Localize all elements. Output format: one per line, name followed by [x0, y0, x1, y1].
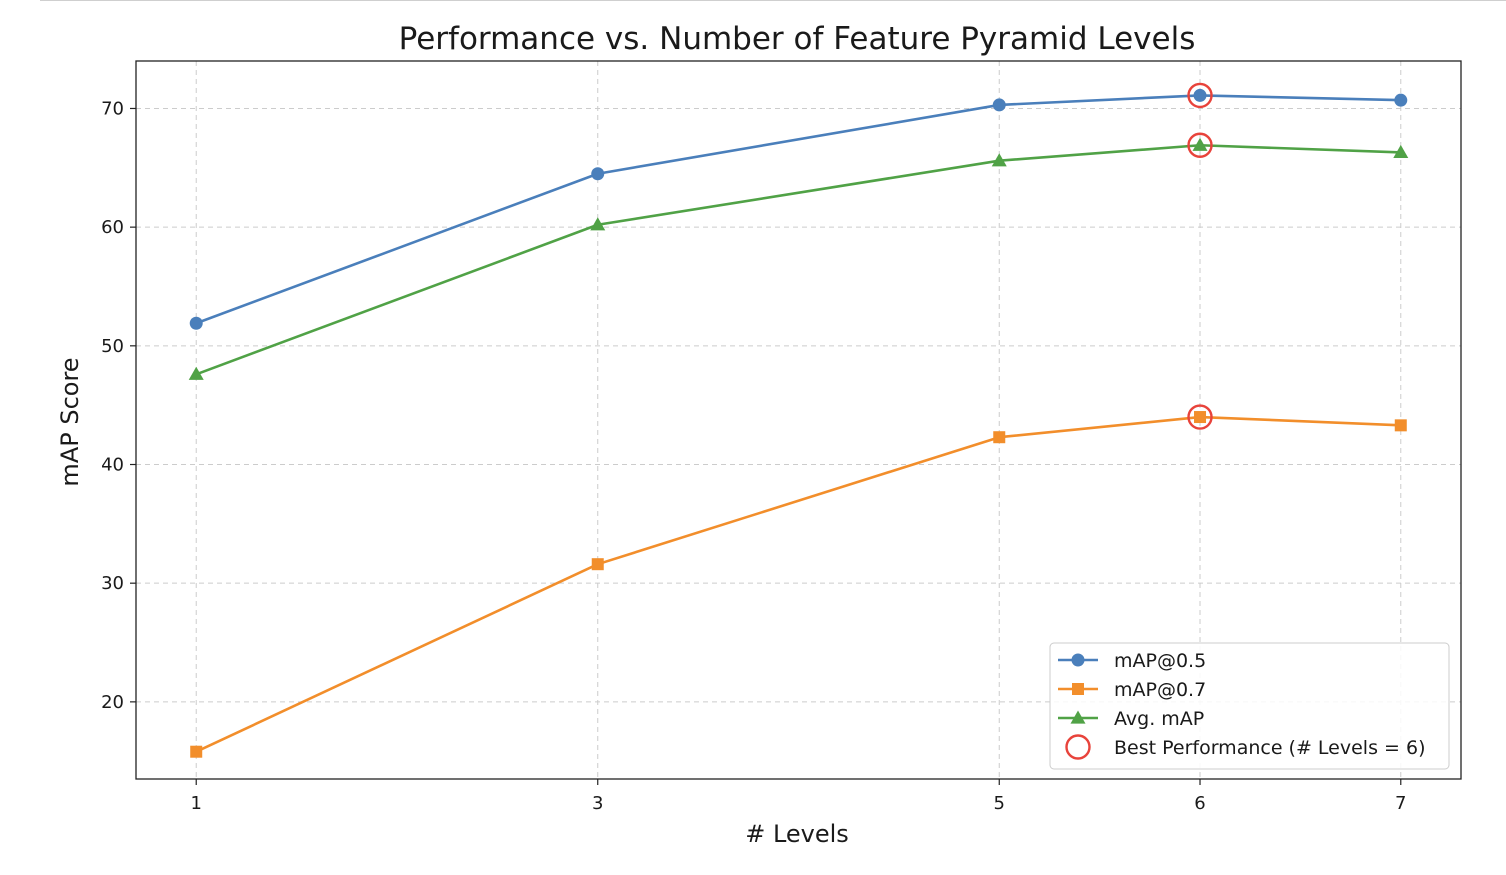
legend-box — [1049, 642, 1450, 770]
y-tick-label: 40 — [101, 455, 124, 476]
legend-marker — [1072, 683, 1084, 695]
best-performance-marker — [1187, 132, 1213, 158]
x-tick-label: 3 — [592, 793, 603, 814]
markers — [188, 88, 1409, 758]
data-point — [991, 153, 1007, 167]
legend: mAP@0.5 mAP@0.7 Avg. mAP Best Performance (… — [1049, 642, 1450, 770]
highlight-markers — [1187, 82, 1213, 430]
legend-label: Avg. mAP — [1114, 708, 1204, 730]
data-point — [992, 98, 1006, 112]
y-axis-ticks: 20 30 40 50 60 70 — [101, 98, 136, 713]
plot-frame — [135, 60, 1462, 780]
y-tick-label: 30 — [101, 573, 124, 594]
x-tick-label: 6 — [1194, 793, 1205, 814]
y-axis-label: mAP Score — [56, 357, 84, 486]
legend-marker — [1071, 653, 1085, 667]
best-performance-marker — [1187, 404, 1213, 430]
legend-marker — [1070, 710, 1086, 724]
y-tick-label: 60 — [101, 217, 124, 238]
data-point — [590, 217, 606, 231]
best-performance-marker — [1187, 82, 1213, 109]
data-point — [190, 745, 203, 758]
legend-label: mAP@0.7 — [1114, 679, 1206, 701]
legend-marker — [1065, 734, 1091, 760]
data-point — [993, 431, 1006, 444]
legend-label: mAP@0.5 — [1114, 650, 1206, 672]
series-line-0 — [195, 94, 1401, 325]
y-tick-label: 70 — [101, 98, 124, 119]
top-divider — [40, 0, 1506, 1]
legend-label: Best Performance (# Levels = 6) — [1114, 737, 1425, 759]
data-point — [188, 366, 204, 380]
grid — [136, 61, 1461, 779]
x-tick-label: 1 — [191, 793, 202, 814]
chart-title: Performance vs. Number of Feature Pyrami… — [399, 21, 1196, 57]
y-tick-label: 50 — [101, 336, 124, 357]
data-point — [591, 167, 605, 181]
data-point — [1192, 137, 1208, 151]
series-line-2 — [195, 143, 1401, 376]
data-point — [1394, 93, 1408, 107]
data-point — [1193, 88, 1207, 102]
data-point — [591, 558, 604, 571]
data-point — [1394, 419, 1407, 432]
data-point — [1393, 144, 1409, 159]
y-tick-label: 20 — [101, 692, 124, 713]
x-axis-label: # Levels — [745, 820, 849, 848]
x-tick-label: 5 — [994, 793, 1005, 814]
data-point — [189, 316, 203, 330]
data-point — [1194, 411, 1207, 424]
x-axis-ticks: 1 3 5 6 7 — [191, 779, 1406, 814]
x-tick-label: 7 — [1395, 793, 1406, 814]
